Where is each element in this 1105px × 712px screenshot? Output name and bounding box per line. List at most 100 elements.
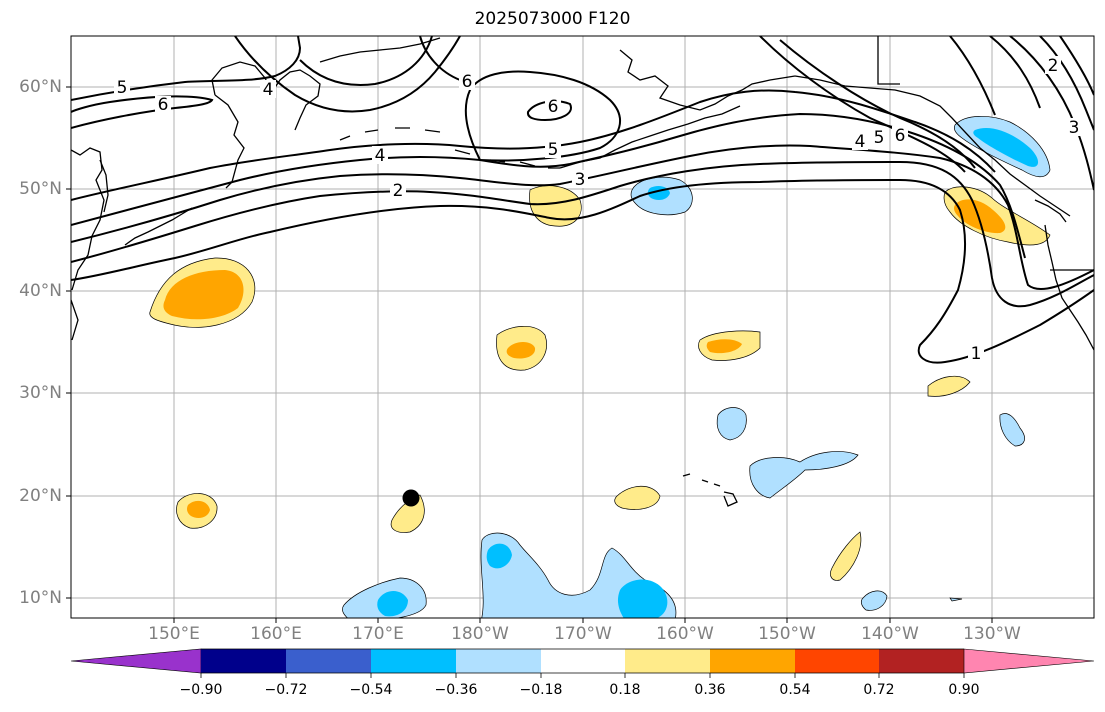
anomaly-region	[506, 342, 536, 359]
contour-5d	[299, 36, 433, 86]
anomaly-region	[999, 413, 1025, 447]
alaska-peninsula	[559, 105, 741, 169]
colorbar-segment	[625, 649, 710, 673]
lat-label: 60°N	[19, 77, 62, 97]
contour-1	[71, 178, 1094, 364]
contour-label: 5	[874, 128, 885, 148]
anomaly-region	[486, 543, 512, 569]
colorbar-tick-label: −0.36	[434, 682, 478, 698]
contour-label: 2	[393, 181, 404, 201]
contour-6e	[779, 39, 976, 169]
colorbar-segment	[456, 649, 541, 673]
lon-label: 170°E	[352, 624, 404, 644]
contour-label: 6	[548, 97, 559, 117]
colorbar-segment	[201, 649, 286, 673]
colorbar-segment	[70, 648, 202, 674]
contour-2b	[1039, 36, 1094, 131]
lat-label: 40°N	[19, 281, 62, 301]
canada-border	[877, 36, 1094, 271]
anomaly-region	[163, 270, 244, 320]
vancouver-island	[1034, 199, 1067, 223]
asia-east-coastline	[71, 147, 105, 341]
lon-label: 130°W	[963, 624, 1021, 644]
anomaly-region	[706, 339, 742, 354]
chukotka-coastline	[319, 37, 441, 63]
contour-label: 3	[1069, 118, 1080, 138]
colorbar-tick-label: −0.54	[349, 682, 393, 698]
colorbar-tick-label: 0.18	[609, 682, 641, 698]
contour-label: 6	[462, 72, 473, 92]
anomaly-region	[377, 591, 408, 617]
colorbar-tick-label: −0.72	[264, 682, 308, 698]
colorbar-segment	[371, 649, 456, 673]
anomaly-region	[973, 128, 1039, 167]
kuril-islands	[124, 207, 193, 246]
colorbar-segment	[541, 649, 625, 673]
contour-label: 6	[895, 126, 906, 146]
colorbar-tick-label: −0.18	[519, 682, 563, 698]
colorbar-segment	[963, 648, 1095, 674]
map-title: 2025073000 F120	[474, 9, 631, 29]
lon-label: 180°W	[451, 624, 509, 644]
lon-label: 160°E	[250, 624, 302, 644]
lat-label: 10°N	[19, 588, 62, 608]
contour-lines	[71, 36, 1094, 364]
alaska-south-coastline	[794, 75, 1071, 217]
lon-label: 150°W	[758, 624, 816, 644]
contour-label: 1	[971, 344, 982, 364]
anomaly-region	[749, 451, 859, 499]
lon-label: 170°W	[554, 624, 612, 644]
anomaly-region	[529, 185, 582, 227]
contour-label: 4	[375, 146, 386, 166]
colorbar	[70, 648, 1095, 678]
colorbar-tick-label: 0.90	[948, 682, 980, 698]
anomaly-region	[617, 579, 668, 618]
colorbar-tick-label: 0.72	[863, 682, 895, 698]
contour-4c	[989, 36, 1041, 109]
lat-label: 30°N	[19, 383, 62, 403]
north-america-west-coastline	[1044, 224, 1094, 351]
contour-2a	[71, 160, 1094, 308]
axis-ticks	[66, 86, 993, 623]
anomaly-region	[954, 199, 1006, 234]
lon-label: 150°E	[148, 624, 200, 644]
contour-label: 5	[117, 78, 128, 98]
lon-label: 140°W	[861, 624, 919, 644]
contour-outer-east	[949, 36, 1094, 116]
contour-4	[71, 112, 1026, 259]
sakhalin-coastline	[99, 159, 109, 213]
colorbar-segment	[879, 649, 964, 673]
contour-4b	[234, 36, 461, 113]
colorbar-tick-label: −0.90	[179, 682, 223, 698]
colorbar-segment	[795, 649, 879, 673]
anomaly-region	[187, 500, 210, 518]
contour-label: 5	[548, 140, 559, 160]
contour-label: 4	[855, 132, 866, 152]
contour-label: 4	[263, 80, 274, 100]
colorbar-tick-label: 0.54	[779, 682, 811, 698]
strong-negative-anomaly-regions	[377, 128, 1039, 618]
anomaly-region	[614, 485, 661, 510]
contour-6c	[419, 36, 461, 81]
gridlines	[71, 36, 1094, 618]
colorbar-segment	[286, 649, 371, 673]
colorbar-segment	[710, 649, 795, 673]
strong-positive-anomaly-regions	[163, 199, 1006, 518]
contour-3	[71, 144, 1094, 290]
anomaly-region	[830, 531, 862, 581]
storm-position-dot	[402, 489, 420, 507]
anomaly-region	[927, 375, 971, 397]
contour-6d	[759, 36, 966, 173]
contour-5c	[464, 70, 621, 162]
anomaly-region	[716, 407, 747, 441]
contour-label: 2	[1048, 56, 1059, 76]
alaska-west-coastline	[619, 49, 796, 111]
contour-label-group: 5 6 4 6 6 5 3 4 2 4 5 6 2 3 1	[114, 56, 1082, 364]
lat-label: 20°N	[19, 486, 62, 506]
lon-label: 160°W	[656, 624, 714, 644]
anomaly-region	[860, 590, 888, 611]
contour-5	[71, 89, 996, 201]
contour-label: 3	[575, 170, 586, 190]
lat-label: 50°N	[19, 179, 62, 199]
